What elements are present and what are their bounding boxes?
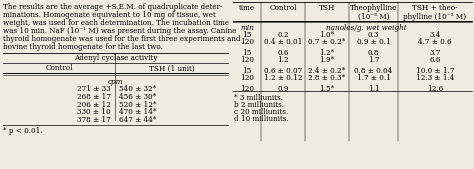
Text: 120: 120 (240, 56, 254, 65)
Text: 456 ± 30*: 456 ± 30* (119, 93, 156, 101)
Text: 0.4 ± 0.01: 0.4 ± 0.01 (264, 39, 302, 46)
Text: 15: 15 (242, 67, 252, 75)
Text: * 3 milliunits.: * 3 milliunits. (234, 94, 283, 102)
Text: 1.5*: 1.5* (319, 85, 335, 93)
Text: 206 ± 12: 206 ± 12 (77, 101, 111, 109)
Text: 0.7 ± 0.2*: 0.7 ± 0.2* (309, 39, 346, 46)
Text: 1.2*: 1.2* (319, 49, 335, 57)
Text: Control: Control (45, 65, 73, 73)
Text: 470 ± 14*: 470 ± 14* (119, 108, 156, 116)
Text: * p < 0.01.: * p < 0.01. (3, 127, 43, 135)
Text: 10.0 ± 1.7: 10.0 ± 1.7 (416, 67, 454, 75)
Text: 268 ± 17: 268 ± 17 (77, 93, 111, 101)
Text: 0.8 ± 0.04: 0.8 ± 0.04 (355, 67, 392, 75)
Text: 15: 15 (242, 31, 252, 39)
Text: 2.4 ± 0.2*: 2.4 ± 0.2* (309, 67, 346, 75)
Text: minations. Homogenate equivalent to 10 mg of tissue, wet: minations. Homogenate equivalent to 10 m… (3, 11, 216, 19)
Text: 120: 120 (240, 85, 254, 93)
Text: 378 ± 17: 378 ± 17 (77, 116, 111, 124)
Text: nanoles/g. wet weight: nanoles/g. wet weight (326, 24, 407, 32)
Text: TSH + theo-
phylline (10⁻³ M): TSH + theo- phylline (10⁻³ M) (403, 4, 466, 21)
Text: 3.7: 3.7 (429, 49, 441, 57)
Text: 15: 15 (242, 49, 252, 57)
Text: b 2 milliunits.: b 2 milliunits. (234, 101, 284, 109)
Text: 0.6: 0.6 (277, 49, 289, 57)
Text: 0.9 ± 0.1: 0.9 ± 0.1 (356, 39, 391, 46)
Text: 0.3: 0.3 (368, 31, 379, 39)
Text: 271 ± 33: 271 ± 33 (77, 85, 111, 93)
Text: thyroid homogenate was used for the first three experiments and: thyroid homogenate was used for the firs… (3, 35, 240, 43)
Text: 12.3 ± 1.4: 12.3 ± 1.4 (416, 75, 454, 82)
Text: 4.7 ± 0.6: 4.7 ± 0.6 (418, 39, 452, 46)
Text: 520 ± 12*: 520 ± 12* (119, 101, 156, 109)
Text: 647 ± 44*: 647 ± 44* (119, 116, 156, 124)
Text: 1.0*: 1.0* (319, 31, 335, 39)
Text: weight, was used for each determination. The incubation time: weight, was used for each determination.… (3, 19, 229, 27)
Text: TSH: TSH (319, 4, 335, 11)
Text: 120: 120 (240, 75, 254, 82)
Text: 1.2 ± 0.12: 1.2 ± 0.12 (264, 75, 302, 82)
Text: 0.6 ± 0.07: 0.6 ± 0.07 (264, 67, 302, 75)
Text: min: min (240, 24, 254, 32)
Text: 1.2: 1.2 (277, 56, 289, 65)
Text: 540 ± 32*: 540 ± 32* (119, 85, 156, 93)
Text: Control: Control (269, 4, 297, 11)
Text: 12.6: 12.6 (427, 85, 443, 93)
Text: 0.9: 0.9 (277, 85, 289, 93)
Text: 1.1: 1.1 (368, 85, 379, 93)
Text: 1.7: 1.7 (368, 56, 379, 65)
Text: 120: 120 (240, 39, 254, 46)
Text: 0.2: 0.2 (277, 31, 289, 39)
Text: TSH (1 unit): TSH (1 unit) (149, 65, 194, 73)
Text: d 10 milliunits.: d 10 milliunits. (234, 115, 289, 123)
Text: 1.9*: 1.9* (319, 56, 335, 65)
Text: cpm: cpm (108, 78, 123, 86)
Text: 0.8: 0.8 (368, 49, 379, 57)
Text: 2.8 ± 0.3*: 2.8 ± 0.3* (309, 75, 346, 82)
Text: 330 ± 10: 330 ± 10 (77, 108, 111, 116)
Text: c 20 milliunits.: c 20 milliunits. (234, 108, 288, 116)
Text: 1.7 ± 0.1: 1.7 ± 0.1 (356, 75, 391, 82)
Text: was 10 min. NaF (10⁻¹ M) was present during the assay. Canine: was 10 min. NaF (10⁻¹ M) was present dur… (3, 27, 237, 35)
Text: Theophylline
(10⁻³ M): Theophylline (10⁻³ M) (350, 4, 397, 21)
Text: 6.6: 6.6 (429, 56, 441, 65)
Text: Adenyl cyclase activity: Adenyl cyclase activity (74, 54, 157, 63)
Text: bovine thyroid homogenate for the last two.: bovine thyroid homogenate for the last t… (3, 43, 163, 51)
Text: The results are the average +S.E.M. of quadruplicate deter-: The results are the average +S.E.M. of q… (3, 3, 222, 11)
Text: 3.4: 3.4 (429, 31, 441, 39)
Text: time: time (239, 4, 255, 11)
